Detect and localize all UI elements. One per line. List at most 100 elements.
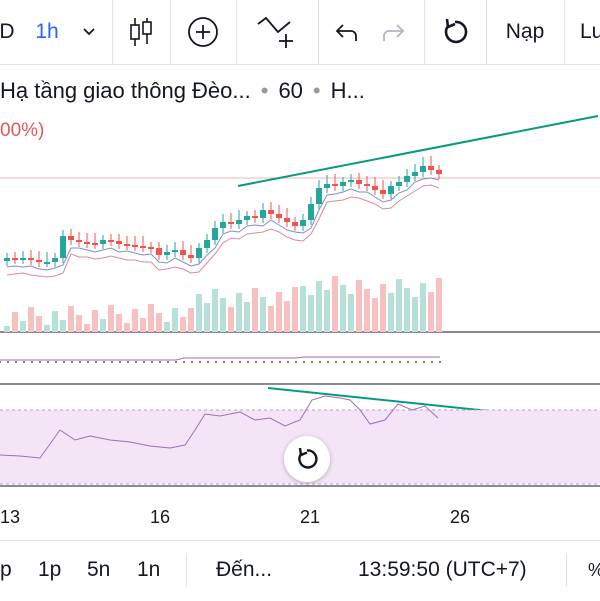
indicator-dot bbox=[207, 361, 209, 363]
indicators-button[interactable] bbox=[170, 0, 236, 64]
chart-type-button[interactable] bbox=[112, 0, 170, 64]
indicator-dot bbox=[239, 361, 241, 363]
volume-bar bbox=[308, 295, 314, 332]
volume-bar bbox=[252, 288, 258, 332]
volume-bar bbox=[84, 324, 90, 332]
legend-separator: • bbox=[312, 78, 321, 103]
candle-body bbox=[52, 258, 58, 262]
x-tick-label: 13 bbox=[0, 507, 21, 527]
volume-bar bbox=[196, 294, 202, 332]
candle-body bbox=[396, 182, 402, 186]
timeframe-button[interactable]: p bbox=[0, 541, 12, 599]
candle-body bbox=[84, 242, 90, 244]
candle-body bbox=[60, 236, 66, 258]
symbol-legend[interactable]: Hạ tầng giao thông Đèo... • 60 • H... bbox=[0, 78, 365, 104]
volume-bar bbox=[220, 298, 226, 332]
indicator-dot bbox=[327, 361, 329, 363]
candle-body bbox=[124, 244, 130, 246]
indicator-dot bbox=[47, 361, 49, 363]
timeframe-button[interactable]: 1p bbox=[38, 541, 61, 599]
volume-bar bbox=[428, 292, 434, 332]
price-trend-line bbox=[237, 115, 599, 187]
publish-button[interactable]: Nạp bbox=[486, 0, 564, 64]
volume-bars bbox=[4, 276, 442, 332]
volume-bar bbox=[172, 308, 178, 332]
indicator-dot bbox=[263, 361, 265, 363]
volume-bar bbox=[332, 276, 338, 332]
candle-body bbox=[116, 241, 122, 244]
timeframe-button[interactable]: 5n bbox=[87, 541, 110, 599]
moving-averages bbox=[6, 177, 440, 278]
drawing-tools-button[interactable] bbox=[236, 0, 318, 64]
moving-average-line bbox=[6, 184, 440, 278]
indicator-dot bbox=[143, 361, 145, 363]
symbol-button[interactable]: D bbox=[0, 0, 15, 64]
volume-bar bbox=[356, 280, 362, 332]
redo-button[interactable] bbox=[374, 0, 414, 64]
candle-body bbox=[348, 180, 354, 182]
candle-body bbox=[228, 222, 234, 224]
reset-button[interactable] bbox=[424, 0, 486, 64]
candle-body bbox=[428, 166, 434, 170]
indicator-dot bbox=[183, 361, 185, 363]
symbol-label: D bbox=[0, 20, 15, 43]
candle-body bbox=[364, 184, 370, 186]
candle-body bbox=[244, 216, 250, 220]
indicator-dot bbox=[359, 361, 361, 363]
chevron-down-icon bbox=[83, 28, 95, 36]
candle-body bbox=[12, 258, 18, 260]
indicator-dot bbox=[119, 361, 121, 363]
indicator-dot bbox=[95, 361, 97, 363]
interval-button[interactable]: 1h bbox=[30, 0, 64, 64]
goto-date-button[interactable]: Đến... bbox=[216, 541, 272, 599]
candle-body bbox=[164, 252, 170, 255]
volume-bar bbox=[100, 319, 106, 332]
volume-bar bbox=[12, 312, 18, 332]
indicator-dot bbox=[271, 361, 273, 363]
candle-body bbox=[292, 222, 298, 226]
bottom-toolbar: p 1p 5n 1n Đến... 13:59:50 (UTC+7) % bbox=[0, 540, 600, 601]
candle-body bbox=[172, 250, 178, 252]
candle-body bbox=[196, 248, 202, 258]
candle-body bbox=[332, 184, 338, 186]
volume-bar bbox=[36, 316, 42, 332]
volume-bar bbox=[20, 321, 26, 332]
indicator-dot bbox=[223, 361, 225, 363]
trend-lines bbox=[237, 115, 599, 414]
indicator-dot bbox=[151, 361, 153, 363]
trend-line-icon bbox=[257, 16, 293, 48]
interval-label: 1h bbox=[35, 20, 59, 43]
percent-toggle[interactable]: % bbox=[588, 541, 600, 599]
indicator-dot bbox=[407, 361, 409, 363]
indicator-dot bbox=[319, 361, 321, 363]
candle-body bbox=[412, 172, 418, 176]
candle-body bbox=[372, 186, 378, 190]
volume-bar bbox=[396, 279, 402, 332]
indicator-dot bbox=[391, 361, 393, 363]
top-toolbar: D 1h bbox=[0, 0, 600, 65]
candle-body bbox=[28, 258, 34, 260]
volume-bar bbox=[212, 289, 218, 332]
interval-dropdown[interactable] bbox=[76, 0, 102, 64]
indicator-dot bbox=[215, 361, 217, 363]
undo-button[interactable] bbox=[326, 0, 366, 64]
candle-body bbox=[212, 228, 218, 240]
candle-body bbox=[308, 204, 314, 220]
save-button[interactable]: Lư bbox=[580, 0, 600, 64]
undo-icon bbox=[335, 24, 357, 41]
x-tick-label: 26 bbox=[449, 507, 471, 527]
scroll-to-realtime-button[interactable] bbox=[284, 436, 330, 482]
indicator-dot bbox=[383, 361, 385, 363]
volume-bar bbox=[244, 302, 250, 332]
candle-body bbox=[92, 243, 98, 245]
timeframe-button[interactable]: 1n bbox=[137, 541, 160, 599]
timezone-clock[interactable]: 13:59:50 (UTC+7) bbox=[358, 541, 527, 599]
candle-body bbox=[132, 245, 138, 247]
volume-bar bbox=[148, 304, 154, 332]
indicator-dot bbox=[15, 361, 17, 363]
replay-icon bbox=[298, 447, 318, 469]
volume-bar bbox=[228, 307, 234, 332]
indicator-dot bbox=[79, 361, 81, 363]
volume-bar bbox=[340, 285, 346, 332]
indicator-dot bbox=[191, 361, 193, 363]
